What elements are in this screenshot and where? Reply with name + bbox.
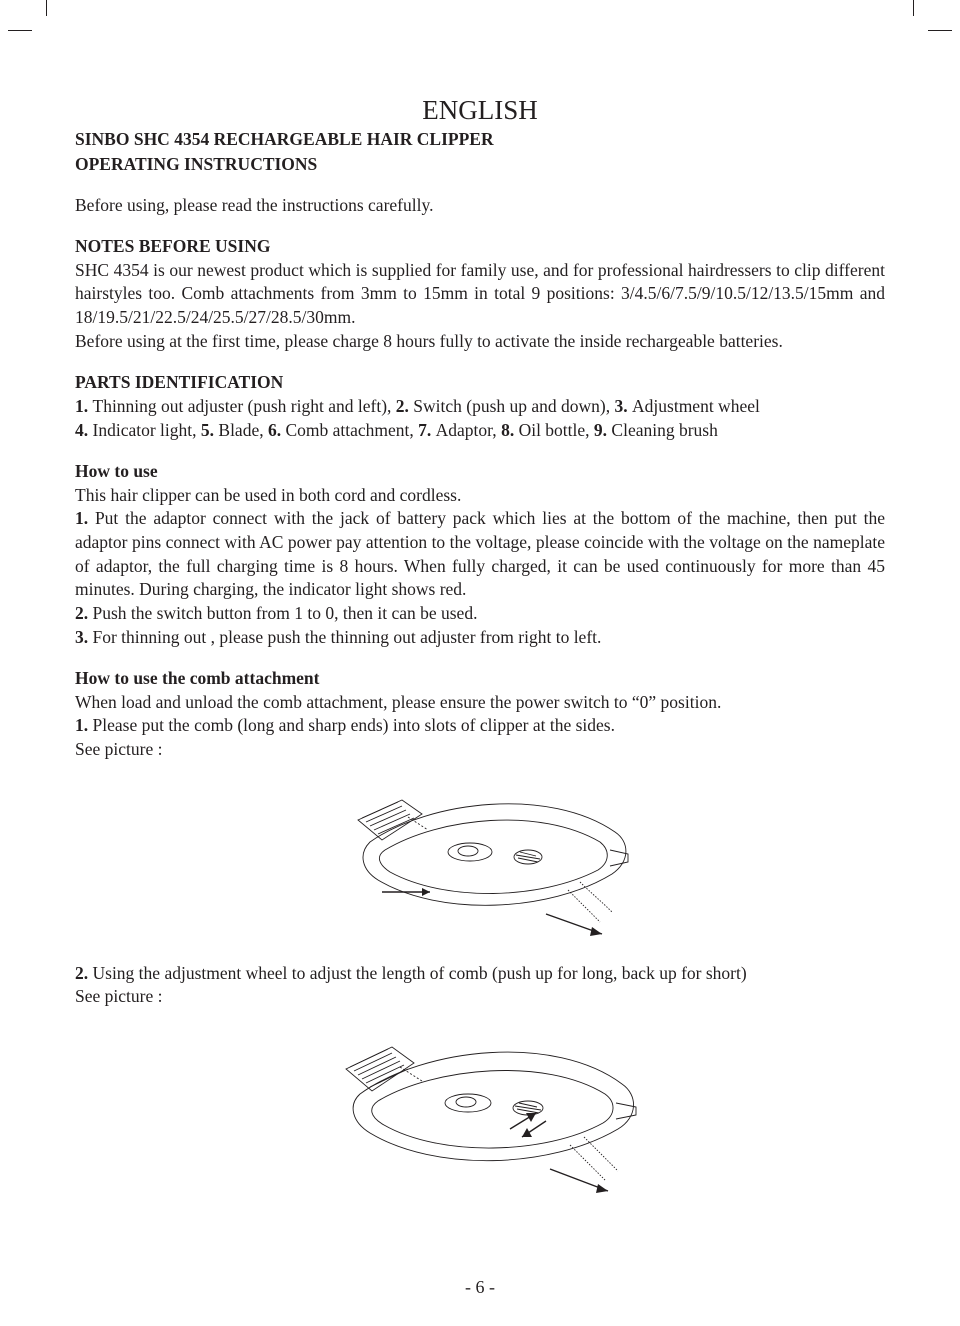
parts-t4: Indicator light, [93, 420, 201, 440]
comb-step-2: 2. Using the adjustment wheel to adjust … [75, 962, 885, 986]
howto-n3: 3. [75, 627, 93, 647]
comb-heading: How to use the comb attachment [75, 667, 885, 691]
howto-n2: 2. [75, 603, 93, 623]
crop-mark-tr-h [928, 30, 952, 31]
comb-step-1: 1. Please put the comb (long and sharp e… [75, 714, 885, 738]
notes-para-1: SHC 4354 is our newest product which is … [75, 259, 885, 330]
howto-step-2: 2. Push the switch button from 1 to 0, t… [75, 602, 885, 626]
parts-n6: 6. [268, 420, 286, 440]
before-read-paragraph: Before using, please read the instructio… [75, 194, 885, 218]
parts-n7: 7. [418, 420, 436, 440]
crop-mark-tr-v [913, 0, 914, 16]
comb-n2: 2. [75, 963, 93, 983]
parts-n3: 3. [615, 396, 633, 416]
parts-n2: 2. [396, 396, 414, 416]
howto-step-1: 1. Put the adaptor connect with the jack… [75, 507, 885, 602]
parts-t2: Switch (push up and down), [413, 396, 614, 416]
comb-t1: Please put the comb (long and sharp ends… [93, 715, 615, 735]
parts-n9: 9. [594, 420, 612, 440]
parts-heading: PARTS IDENTIFICATION [75, 371, 885, 395]
notes-heading: NOTES BEFORE USING [75, 235, 885, 259]
howto-t2: Push the switch button from 1 to 0, then… [93, 603, 478, 623]
comb-n1: 1. [75, 715, 93, 735]
page-content: ENGLISH SINBO SHC 4354 RECHARGEABLE HAIR… [75, 95, 885, 1219]
howto-step-3: 3. For thinning out , please push the th… [75, 626, 885, 650]
parts-list-line2: 4. Indicator light, 5. Blade, 6. Comb at… [75, 419, 885, 443]
parts-n8: 8. [501, 420, 519, 440]
notes-para-2: Before using at the first time, please c… [75, 330, 885, 354]
operating-instructions-label: OPERATING INSTRUCTIONS [75, 153, 885, 176]
see-picture-1: See picture : [75, 738, 885, 762]
parts-n4: 4. [75, 420, 93, 440]
parts-t3: Adjustment wheel [632, 396, 760, 416]
language-title: ENGLISH [75, 95, 885, 126]
clipper-illustration-1 [75, 762, 885, 952]
parts-t7: Adaptor, [436, 420, 501, 440]
clipper-illustration-2 [75, 1009, 885, 1219]
howto-t1: Put the adaptor connect with the jack of… [75, 508, 885, 599]
product-title: SINBO SHC 4354 RECHARGEABLE HAIR CLIPPER [75, 128, 885, 151]
parts-n5: 5. [201, 420, 219, 440]
page-number: - 6 - [0, 1277, 960, 1298]
howto-heading: How to use [75, 460, 885, 484]
parts-t5: Blade, [218, 420, 268, 440]
parts-t6: Comb attachment, [285, 420, 418, 440]
crop-mark-tl-h [8, 30, 32, 31]
howto-intro: This hair clipper can be used in both co… [75, 484, 885, 508]
comb-t2: Using the adjustment wheel to adjust the… [93, 963, 747, 983]
crop-mark-tl-v [46, 0, 47, 16]
parts-t8: Oil bottle, [519, 420, 594, 440]
parts-t1: Thinning out adjuster (push right and le… [93, 396, 396, 416]
comb-intro: When load and unload the comb attachment… [75, 691, 885, 715]
parts-t9: Cleaning brush [611, 420, 717, 440]
parts-n1: 1. [75, 396, 93, 416]
howto-t3: For thinning out , please push the thinn… [93, 627, 602, 647]
howto-n1: 1. [75, 508, 95, 528]
see-picture-2: See picture : [75, 985, 885, 1009]
parts-list-line1: 1. Thinning out adjuster (push right and… [75, 395, 885, 419]
